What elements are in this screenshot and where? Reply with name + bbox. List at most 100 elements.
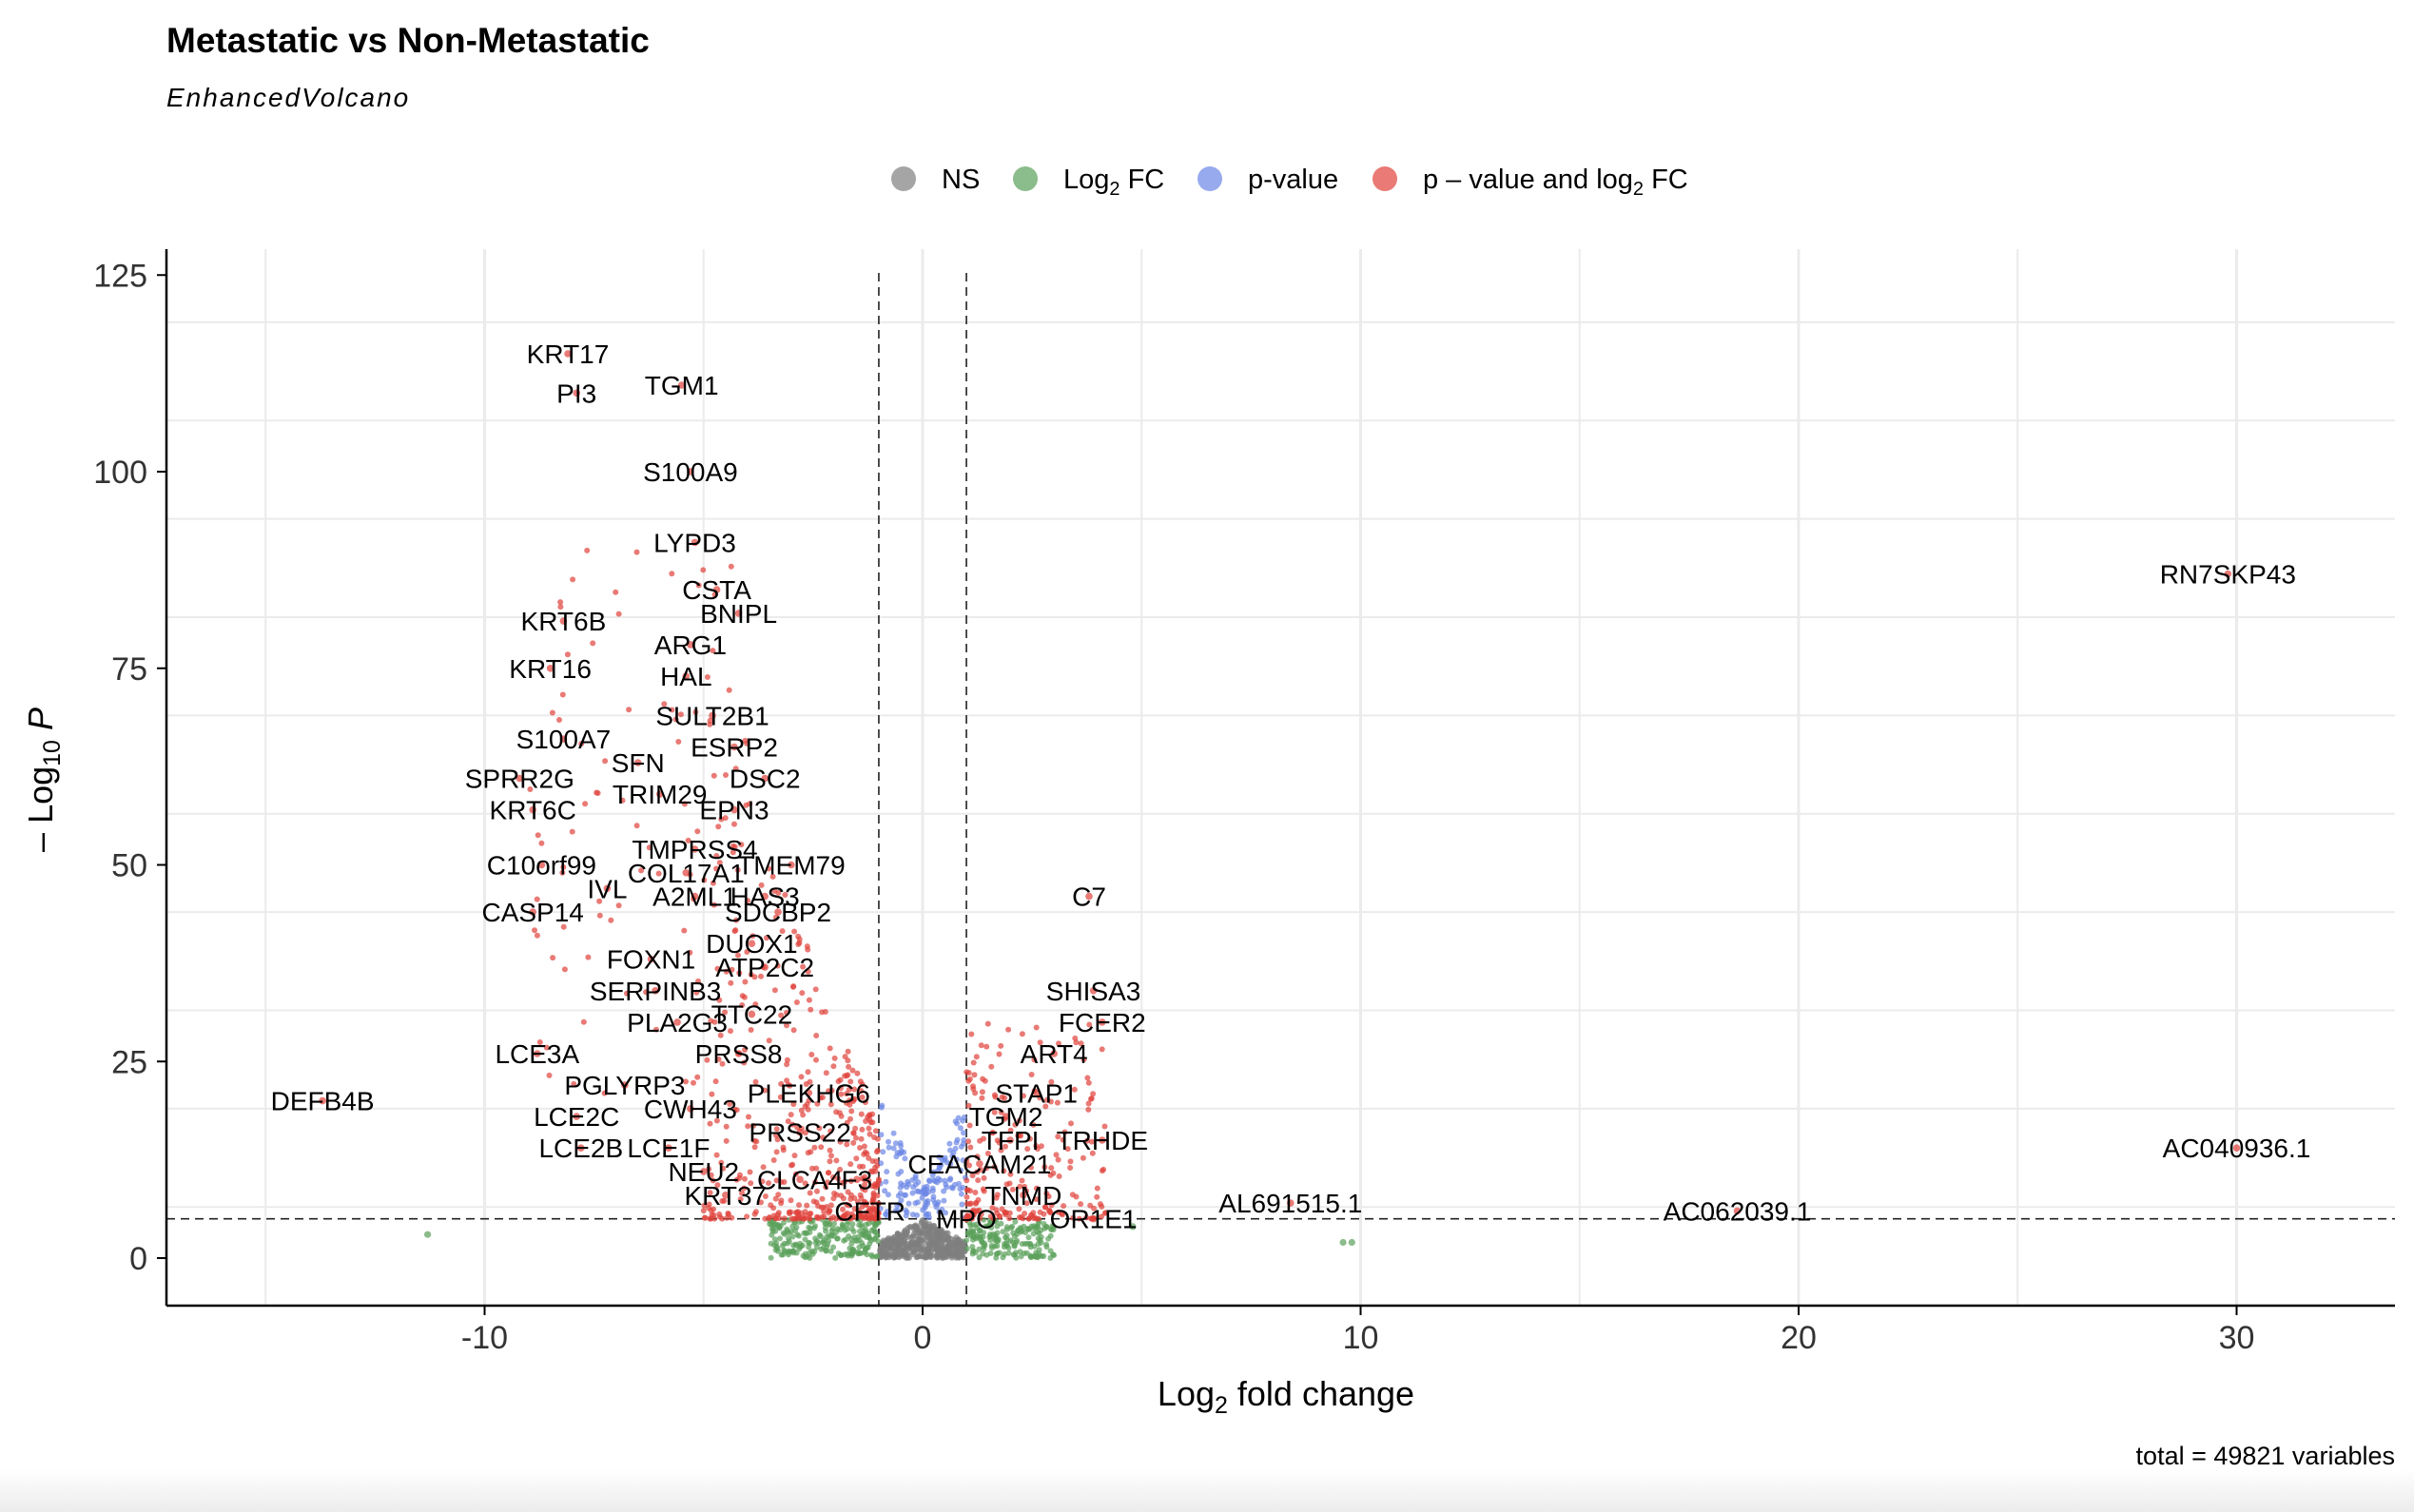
data-point [570,576,576,583]
data-point [773,1177,780,1184]
data-point [894,1231,901,1237]
data-point [1028,1164,1034,1171]
data-point [841,1212,847,1219]
data-point [619,797,626,804]
data-point [784,1077,790,1084]
data-point [846,1233,852,1239]
data-point [669,707,675,713]
data-point [872,1184,879,1191]
data-point [1047,1098,1054,1105]
data-point [1076,1215,1082,1222]
data-point [736,970,743,977]
data-point [822,1225,828,1231]
data-point [920,1223,926,1230]
data-point [784,1022,789,1029]
data-point [602,758,609,765]
gene-label: S100A7 [516,725,612,754]
data-point [780,1230,787,1236]
data-point [739,1002,746,1008]
data-point [786,1209,792,1215]
data-point [874,1253,881,1260]
data-point [914,1212,920,1218]
data-point [1031,1215,1037,1222]
data-point [762,1193,769,1199]
data-point [859,1126,866,1133]
gene-label: KRT37 [684,1181,767,1211]
data-point [695,978,701,984]
data-point [742,1047,748,1053]
data-point [596,898,603,904]
data-point [584,547,591,553]
data-point [828,1087,835,1094]
data-point [773,1126,780,1133]
data-point [691,1079,696,1086]
gene-label: FCER2 [1059,1008,1146,1037]
data-point [981,1135,986,1142]
data-point [1024,1146,1031,1153]
data-point [777,1235,783,1242]
data-point [534,1050,541,1057]
data-point [910,1184,917,1191]
data-point [775,1192,782,1198]
data-point [812,1179,819,1186]
data-point [1018,1253,1024,1260]
data-point [934,1238,941,1245]
y-tick-label: 125 [93,258,147,294]
data-point [796,1128,804,1136]
gene-label: TTC22 [711,1000,793,1030]
data-point [564,350,572,358]
data-point [714,1182,721,1189]
data-point [716,997,723,1003]
data-point [537,861,546,869]
data-point [559,617,568,625]
data-point [790,1101,797,1108]
data-point [921,1240,927,1246]
data-point [939,1236,945,1243]
data-point [857,1145,863,1151]
data-point [877,1246,884,1252]
data-point [1055,1156,1061,1163]
data-point [958,1167,964,1173]
data-point [712,1078,719,1085]
data-point [706,1201,712,1208]
data-point [870,1192,877,1198]
data-point [1733,1207,1742,1215]
data-point [872,1215,879,1222]
data-point [559,735,568,743]
data-point [854,1070,861,1076]
gene-label: SERPINB3 [590,977,722,1006]
data-point [1043,1241,1050,1248]
data-point [959,1244,965,1250]
data-point [838,1192,845,1199]
data-point [560,923,567,930]
data-point [911,1249,918,1255]
data-point [1009,1186,1016,1192]
data-point [1003,1240,1010,1247]
gene-label: MPO [936,1205,997,1234]
data-point [980,1250,986,1257]
gene-label: DUOX1 [706,929,797,959]
data-point [800,1112,807,1118]
data-point [728,979,734,986]
data-point [991,1092,998,1098]
data-point [516,774,524,783]
axes: -10 0 10 20 30 0 25 50 75 100 125 [93,249,2395,1356]
data-point [866,1233,872,1240]
data-point [833,1157,840,1164]
data-point [816,1125,823,1132]
data-point [952,1118,959,1125]
data-point [1031,1056,1038,1063]
data-point [806,1244,812,1250]
data-point [1037,1095,1043,1101]
gene-label: AC062039.1 [1664,1196,1812,1226]
data-point [848,1240,855,1247]
data-point [922,1230,928,1236]
data-point [731,1107,738,1113]
data-point [608,917,614,923]
data-point [594,790,601,796]
data-point [875,1201,882,1208]
data-point [532,927,537,934]
data-point [898,1143,905,1149]
data-point [716,860,723,866]
data-point [983,1043,990,1050]
